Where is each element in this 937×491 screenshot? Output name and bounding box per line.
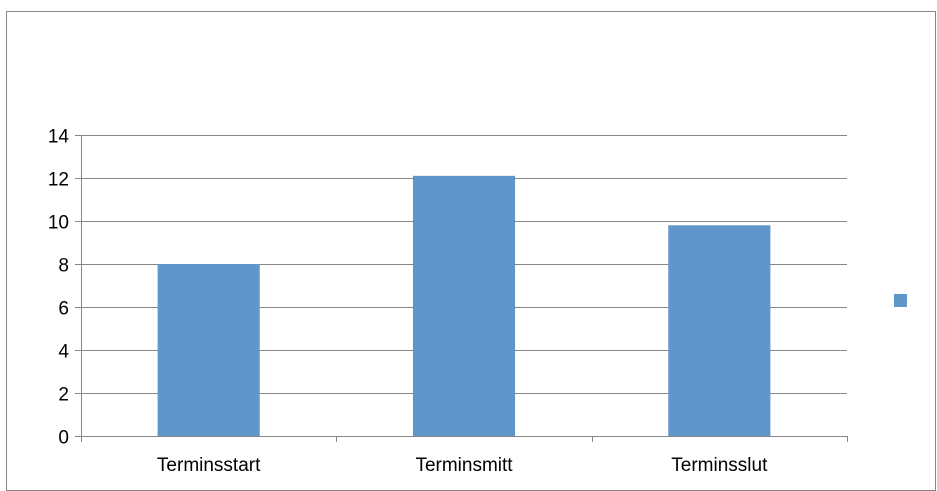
- x-tick-label-terminsmitt: Terminsmitt: [415, 455, 513, 476]
- y-tick-label-6: 6: [58, 299, 69, 320]
- x-tick-label-terminsstart: Terminsstart: [157, 455, 261, 476]
- x-tick-label-terminsslut: Terminsslut: [671, 455, 768, 476]
- y-tick-label-8: 8: [58, 256, 69, 277]
- y-tick-label-12: 12: [48, 170, 69, 191]
- bar-terminsmitt: [412, 175, 516, 436]
- y-tick-label-10: 10: [48, 213, 69, 234]
- legend-swatch: [894, 294, 907, 307]
- x-tick-labels: Terminsstart Terminsmitt Terminsslut: [157, 455, 768, 476]
- axes: [75, 135, 848, 442]
- y-tick-label-0: 0: [58, 428, 69, 449]
- legend: [894, 294, 907, 307]
- bar-terminsslut: [668, 225, 771, 436]
- bar-terminsstart: [157, 264, 260, 436]
- bars: [157, 175, 771, 436]
- y-tick-label-14: 14: [48, 127, 70, 148]
- y-tick-label-2: 2: [58, 385, 69, 406]
- y-tick-label-4: 4: [58, 342, 69, 363]
- y-tick-labels: 0 2 4 6 8 10 12 14: [48, 127, 70, 449]
